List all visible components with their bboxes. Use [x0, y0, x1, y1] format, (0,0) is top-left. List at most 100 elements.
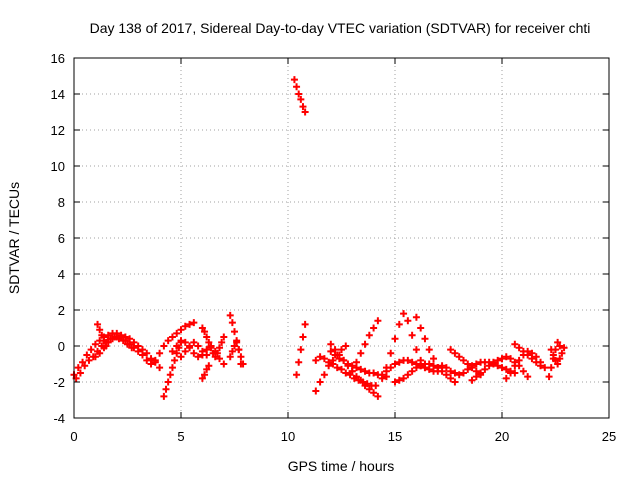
data-point — [104, 331, 112, 339]
data-point — [96, 349, 104, 357]
data-point — [109, 335, 117, 343]
data-point — [198, 374, 206, 382]
data-point — [515, 344, 523, 352]
data-point — [434, 364, 442, 372]
y-tick-label: 8 — [58, 195, 65, 210]
data-point — [190, 338, 198, 346]
data-point — [220, 360, 228, 368]
data-point — [177, 326, 185, 334]
data-point — [91, 340, 99, 348]
data-point — [515, 356, 523, 364]
data-point — [554, 338, 562, 346]
data-point — [181, 338, 189, 346]
data-point — [447, 346, 455, 354]
data-point — [361, 340, 369, 348]
data-point — [408, 358, 416, 366]
data-point — [524, 351, 532, 359]
data-point — [507, 355, 515, 363]
series-track-h — [177, 338, 211, 361]
data-point — [91, 353, 99, 361]
data-point — [519, 367, 527, 375]
data-point — [102, 342, 110, 350]
data-point — [425, 346, 433, 354]
data-point — [494, 356, 502, 364]
data-point — [421, 335, 429, 343]
series-track-v — [391, 360, 459, 386]
data-point — [237, 353, 245, 361]
data-point — [316, 378, 324, 386]
data-point — [147, 360, 155, 368]
data-point — [552, 356, 559, 364]
series-track-p — [312, 342, 350, 395]
data-point — [143, 356, 151, 364]
data-point — [464, 360, 472, 368]
data-point — [130, 344, 138, 352]
data-point — [361, 367, 369, 375]
chart-title: Day 138 of 2017, Sidereal Day-to-day VTE… — [90, 20, 591, 36]
data-point — [412, 364, 420, 372]
data-point — [430, 362, 438, 370]
data-point — [502, 353, 510, 361]
data-point — [203, 365, 211, 373]
y-tick-label: 14 — [51, 87, 65, 102]
data-point — [395, 358, 403, 366]
data-point — [391, 360, 399, 368]
data-point — [387, 364, 395, 372]
data-point — [104, 338, 112, 346]
data-point — [400, 310, 408, 318]
data-point — [295, 90, 303, 98]
data-point — [412, 346, 420, 354]
data-point — [425, 360, 433, 368]
data-point — [447, 374, 455, 382]
data-point — [173, 329, 181, 337]
data-point — [417, 324, 425, 332]
data-point — [338, 365, 345, 373]
y-tick-label: 4 — [58, 267, 65, 282]
data-point — [451, 349, 459, 357]
data-point — [186, 320, 194, 328]
data-point — [151, 356, 159, 364]
data-point — [342, 342, 350, 350]
data-point — [156, 364, 164, 372]
data-point — [528, 355, 536, 363]
series-track-i — [198, 324, 228, 361]
data-point — [231, 342, 238, 350]
series-track-e — [151, 319, 198, 364]
data-point — [346, 371, 354, 379]
data-point — [237, 360, 245, 368]
data-point — [216, 344, 224, 352]
data-point — [331, 351, 339, 359]
data-point — [218, 338, 226, 346]
data-point — [477, 369, 485, 377]
data-point — [98, 331, 106, 339]
data-point — [235, 346, 243, 354]
data-point — [87, 346, 95, 354]
y-tick-label: 6 — [58, 231, 65, 246]
data-point — [83, 351, 91, 359]
data-point — [348, 367, 356, 375]
data-point — [400, 374, 408, 382]
data-point — [76, 369, 84, 377]
x-tick-label: 0 — [70, 429, 77, 444]
data-point — [545, 373, 553, 381]
series-track-r — [327, 347, 390, 381]
data-point — [138, 351, 146, 359]
data-point — [481, 365, 489, 373]
data-point — [205, 362, 213, 370]
data-point — [455, 353, 463, 361]
x-tick-label: 5 — [177, 429, 184, 444]
data-point — [408, 331, 416, 339]
data-point — [156, 349, 164, 357]
data-point — [327, 347, 335, 355]
data-point — [438, 362, 446, 370]
data-point — [203, 333, 211, 341]
data-point — [327, 340, 335, 348]
data-point — [447, 367, 455, 375]
data-point — [404, 371, 412, 379]
data-point — [228, 347, 236, 355]
data-point — [160, 342, 168, 350]
data-point — [451, 369, 459, 377]
data-point — [320, 355, 328, 363]
y-tick-label: 10 — [51, 159, 65, 174]
data-point — [352, 358, 360, 366]
